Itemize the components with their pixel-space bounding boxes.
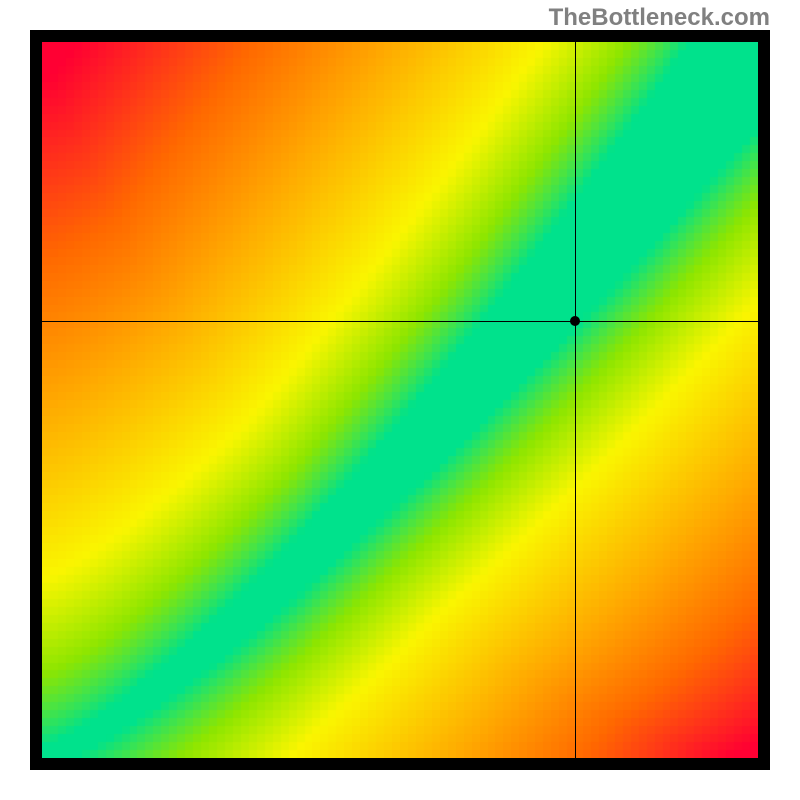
crosshair-vertical	[575, 42, 576, 758]
crosshair-horizontal	[42, 321, 758, 322]
crosshair-marker	[570, 316, 580, 326]
plot-frame	[30, 30, 770, 770]
heatmap-canvas	[42, 42, 758, 758]
root-container: TheBottleneck.com	[0, 0, 800, 800]
watermark-text: TheBottleneck.com	[549, 4, 770, 32]
